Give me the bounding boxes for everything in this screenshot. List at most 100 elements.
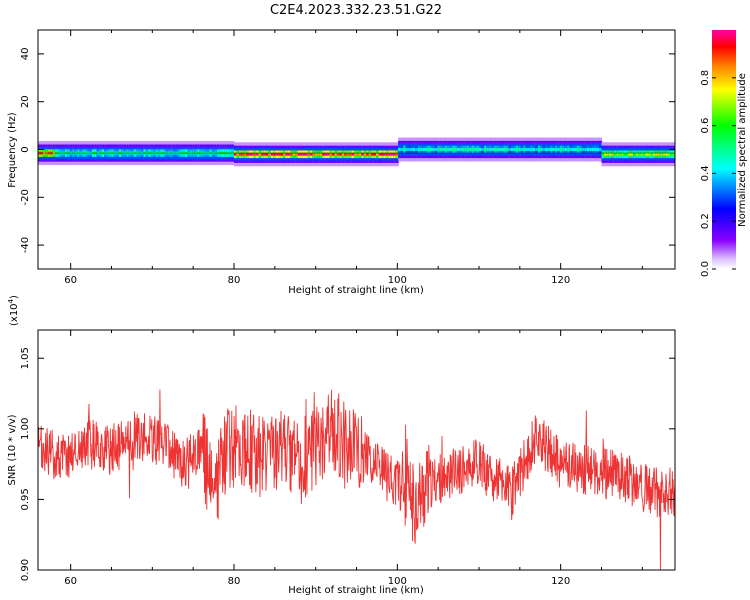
spectrogram-cell: [356, 152, 360, 156]
snr-y-label: SNR (10 * v/v): [7, 414, 18, 485]
spectrogram-cell: [368, 152, 372, 156]
spectrogram-cell: [662, 152, 666, 156]
spectrogram-cell: [616, 152, 620, 156]
snr-panel: 60 80 100 120 0.90 0.95 1.00 1.05 Height of st…: [7, 295, 676, 596]
spectrogram-cell: [501, 148, 505, 151]
spectrogram-cell: [667, 152, 671, 156]
spectrogram-cell: [581, 148, 585, 151]
spectrogram-cell: [415, 148, 419, 151]
svg-text:(x104): (x104): [7, 295, 20, 326]
spectrogram-cell: [358, 152, 362, 156]
spectrogram-cell: [643, 152, 647, 156]
spectrogram-cell: [273, 152, 277, 156]
spectrogram-cell: [623, 152, 627, 156]
colorbar-tick-label: 0.6: [700, 118, 711, 134]
spectrogram-cell: [464, 148, 468, 151]
spectrogram-y-tick-label: -40: [20, 237, 31, 253]
spectrogram-y-tick-label: 0: [20, 146, 31, 152]
spectrogram-cell: [638, 152, 642, 156]
spectrogram-cell: [508, 148, 512, 151]
colorbar-label: Normalized spectral amplitude: [737, 73, 748, 227]
spectrogram-cell: [532, 148, 536, 151]
spectrogram-cell: [613, 152, 617, 156]
spectrogram-cell: [412, 148, 416, 151]
spectrogram-heatmap: [38, 137, 675, 167]
chart-title: C2E4.2023.332.23.51.G22: [270, 3, 442, 18]
colorbar-tick-label: 0.2: [700, 213, 711, 229]
spectrogram-cell: [564, 148, 568, 151]
spectrogram-cell: [466, 148, 470, 151]
spectrogram-cell: [354, 152, 358, 156]
spectrogram-cell: [672, 152, 675, 156]
spectrogram-cell: [309, 152, 313, 156]
spectrogram-cell: [344, 152, 348, 156]
spectrogram-cell: [238, 152, 242, 156]
spectrogram-cell: [270, 152, 274, 156]
spectrogram-cell: [542, 148, 546, 151]
spectrogram-cell: [601, 152, 605, 156]
spectrogram-cell: [297, 152, 301, 156]
spectrogram-cell: [258, 152, 262, 156]
spectrogram-cell: [437, 148, 441, 151]
spectrogram-cell: [317, 152, 321, 156]
spectrogram-cell: [307, 152, 311, 156]
spectrogram-cell: [363, 152, 367, 156]
spectrogram-cell: [251, 152, 255, 156]
spectrogram-cell: [346, 152, 350, 156]
spectrogram-cell: [452, 148, 456, 151]
spectrogram-cell: [295, 152, 299, 156]
spectrogram-cell: [574, 148, 578, 151]
spectrogram-cell: [263, 152, 267, 156]
spectrogram-cell: [572, 148, 576, 151]
spectrogram-cell: [496, 148, 500, 151]
colorbar-tick-label: 0.0: [700, 261, 711, 277]
spectrogram-cell: [606, 152, 610, 156]
spectrogram-cell: [569, 148, 573, 151]
spectrogram-x-label: Height of straight line (km): [288, 285, 424, 296]
snr-x-axis: 60 80 100 120: [64, 330, 643, 587]
spectrogram-cell: [660, 152, 664, 156]
snr-line: [38, 389, 675, 570]
spectrogram-cell: [349, 152, 353, 156]
spectrogram-cell: [385, 152, 389, 156]
colorbar-ticks: 0.0 0.2 0.4 0.6 0.8: [700, 70, 736, 277]
snr-x-tick-label: 80: [228, 576, 241, 587]
snr-x-tick-label: 120: [551, 576, 570, 587]
colorbar: 0.0 0.2 0.4 0.6 0.8 Normalized spectral ampl…: [700, 30, 748, 277]
spectrogram-x-tick-label: 120: [551, 275, 570, 286]
spectrogram-cell: [648, 152, 652, 156]
spectrogram-cell: [243, 152, 247, 156]
spectrogram-cell: [520, 148, 524, 151]
spectrogram-cell: [341, 152, 345, 156]
colorbar-gradient: [712, 30, 736, 269]
spectrogram-cell: [476, 148, 480, 151]
spectrogram-cell: [589, 148, 593, 151]
spectrogram-cell: [260, 152, 264, 156]
spectrogram-cell: [449, 148, 453, 151]
snr-y-tick-label: 1.00: [20, 418, 31, 440]
spectrogram-cell: [545, 148, 549, 151]
spectrogram-cell: [268, 152, 272, 156]
spectrogram-cell: [557, 148, 561, 151]
spectrogram-cell: [361, 152, 365, 156]
spectrogram-cell: [525, 148, 529, 151]
spectrogram-cell: [246, 152, 250, 156]
spectrogram-cell: [537, 148, 541, 151]
spectrogram-cell: [471, 148, 475, 151]
spectrogram-cell: [427, 148, 431, 151]
spectrogram-cell: [503, 148, 507, 151]
spectrogram-cell: [454, 148, 458, 151]
spectrogram-y-label: Frequency (Hz): [7, 112, 18, 188]
spectrogram-cell: [547, 148, 551, 151]
spectrogram-cell: [577, 148, 581, 151]
spectrogram-cell: [398, 148, 402, 151]
spectrogram-cell: [376, 152, 380, 156]
spectrogram-cell: [312, 152, 316, 156]
spectrogram-x-axis: 60 80 100 120: [64, 30, 643, 286]
spectrogram-cell: [456, 148, 460, 151]
spectrogram-cell: [635, 152, 639, 156]
spectrogram-cell: [403, 148, 407, 151]
spectrogram-cell: [278, 152, 282, 156]
spectrogram-cell: [567, 148, 571, 151]
